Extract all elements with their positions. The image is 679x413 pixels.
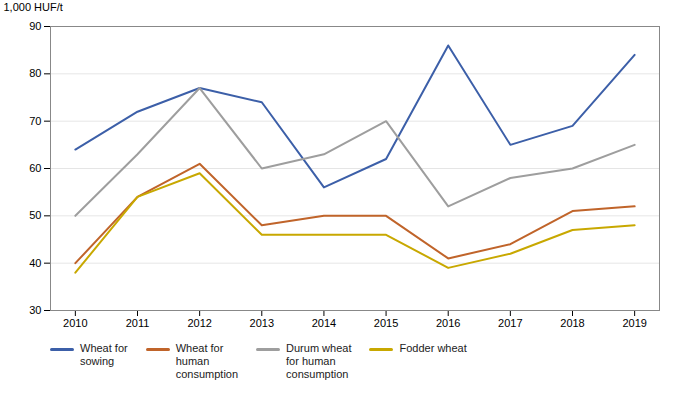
svg-text:50: 50: [29, 209, 41, 221]
svg-text:60: 60: [29, 162, 41, 174]
svg-text:1,000 HUF/t: 1,000 HUF/t: [4, 1, 63, 13]
svg-text:70: 70: [29, 115, 41, 127]
svg-text:2012: 2012: [187, 317, 211, 329]
svg-text:2019: 2019: [622, 317, 646, 329]
html-text:Durum wheat for human consumpt: Durum wheat for human consumption: [286, 342, 352, 381]
svg-text:80: 80: [29, 67, 41, 79]
svg-text:2013: 2013: [250, 317, 274, 329]
html-text:Wheat for human consumption: Wheat for human consumption: [175, 342, 239, 381]
svg-text:2018: 2018: [560, 317, 584, 329]
svg-text:2011: 2011: [126, 317, 150, 329]
svg-text:2015: 2015: [374, 317, 398, 329]
svg-text:40: 40: [29, 257, 41, 269]
html-text:Fodder wheat: Fodder wheat: [399, 342, 467, 354]
svg-text:30: 30: [29, 304, 41, 316]
svg-text:2016: 2016: [436, 317, 460, 329]
svg-text:2017: 2017: [498, 317, 522, 329]
svg-text:2010: 2010: [63, 317, 87, 329]
html-text:Wheat for sowing: Wheat for sowing: [80, 342, 128, 368]
svg-text:90: 90: [29, 20, 41, 32]
svg-text:2014: 2014: [312, 317, 336, 329]
